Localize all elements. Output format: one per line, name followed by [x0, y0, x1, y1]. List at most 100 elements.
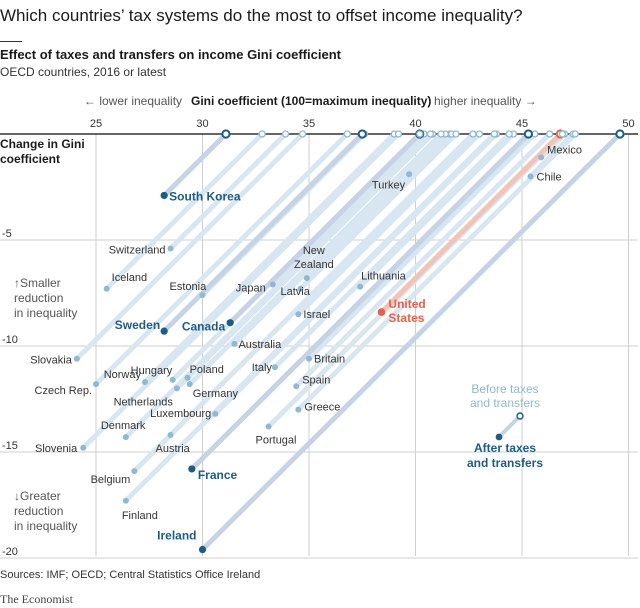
after-marker-30	[80, 444, 87, 451]
connector-17	[307, 132, 537, 361]
after-marker-12	[377, 308, 386, 316]
data-points	[73, 129, 625, 554]
country-label-8: Latvia	[280, 286, 310, 298]
country-label-32: Belgium	[91, 474, 131, 486]
connector-25	[294, 132, 552, 389]
country-label-6: New Zealand	[294, 245, 334, 271]
x-tick-label-45: 45	[516, 118, 528, 130]
after-marker-34	[122, 497, 129, 504]
highlight-connector-lines	[162, 132, 622, 552]
connector-lines	[75, 132, 578, 503]
after-marker-27	[295, 406, 302, 413]
connector-3	[162, 132, 228, 198]
country-label-29: Portugal	[256, 435, 297, 447]
connector-11	[296, 132, 482, 316]
x-tick-label-50: 50	[622, 118, 634, 130]
before-marker-33	[523, 129, 533, 139]
after-marker-18	[271, 364, 278, 371]
after-marker-2	[406, 171, 413, 178]
x-tick-label-30: 30	[196, 118, 208, 130]
before-marker-13	[357, 129, 367, 139]
connector-12	[379, 132, 563, 314]
country-label-5: Iceland	[112, 272, 147, 284]
x-label-lower: ← lower inequality	[84, 94, 182, 108]
connector-16	[75, 132, 305, 361]
connector-18	[273, 132, 511, 369]
country-label-11: Israel	[303, 309, 330, 321]
legend-after-marker	[495, 433, 503, 441]
after-marker-9	[199, 292, 206, 299]
country-labels: Mexico Chile Turkey South Korea Switzerland I…	[30, 144, 582, 542]
connector-4	[168, 132, 288, 251]
connector-7	[358, 132, 516, 289]
before-marker-16	[298, 130, 307, 138]
before-marker-5	[258, 130, 266, 138]
country-label-10: Japan	[236, 283, 266, 295]
country-label-2: Turkey	[372, 179, 406, 191]
before-marker-32	[469, 130, 477, 138]
after-marker-20	[141, 379, 148, 386]
x-label-higher: higher inequality →	[434, 94, 537, 108]
y-tick-label--10: -10	[2, 334, 18, 346]
country-label-19: Hungary	[131, 365, 173, 377]
connector-8	[298, 132, 458, 291]
after-marker-7	[357, 283, 364, 290]
after-marker-35	[198, 545, 207, 554]
before-marker-18	[505, 130, 513, 138]
country-label-31: Austria	[156, 443, 191, 455]
connector-30	[81, 132, 401, 450]
legend-after-label: After taxes and transfers	[467, 441, 543, 470]
country-label-16: Slovakia	[30, 355, 72, 367]
connector-33	[190, 132, 531, 471]
before-marker-29	[558, 130, 567, 138]
after-marker-8	[297, 285, 304, 292]
country-label-14: Canada	[182, 320, 226, 334]
country-label-4: Switzerland	[109, 244, 166, 256]
connector-5	[104, 132, 264, 291]
after-marker-4	[167, 245, 174, 252]
before-marker-27	[571, 130, 579, 138]
connector-22	[94, 132, 350, 386]
after-marker-10	[269, 281, 276, 288]
x-axis-title: Gini coefficient (100=maximum inequality…	[191, 94, 431, 108]
y-axis-title: Change in Gini coefficient	[0, 137, 85, 166]
connector-20	[143, 132, 396, 384]
after-marker-22	[93, 381, 99, 388]
legend-connector	[497, 414, 522, 439]
chart-title: Which countries’ tax systems do the most…	[0, 6, 523, 25]
country-label-33: France	[198, 468, 238, 482]
connector-14	[228, 132, 422, 325]
legend: Before taxes and transfers After taxes and …	[467, 382, 543, 470]
country-label-34: Finland	[122, 510, 158, 522]
after-marker-19	[169, 376, 176, 383]
after-marker-25	[293, 383, 300, 390]
before-marker-24	[437, 130, 445, 138]
country-label-28: Denmark	[101, 420, 146, 432]
before-marker-28	[426, 130, 435, 138]
after-marker-26	[212, 410, 219, 417]
after-marker-16	[73, 355, 80, 362]
axis-labels: 25 30 35 40 45 50 -5 -10 -15 -20 ← lower inequalit…	[0, 94, 635, 558]
after-marker-5	[103, 285, 110, 292]
legend-before-label: Before taxes and transfers	[470, 382, 540, 410]
country-label-7: Lithuania	[361, 271, 407, 283]
country-label-21: Poland	[190, 364, 224, 376]
connector-10	[271, 132, 426, 287]
after-marker-33	[188, 465, 196, 473]
after-marker-29	[265, 423, 272, 430]
y-tick-label--5: -5	[2, 228, 12, 240]
y-tick-label--20: -20	[2, 546, 18, 558]
country-label-17: Britain	[314, 354, 345, 366]
before-marker-19	[416, 130, 424, 138]
after-marker-21	[184, 374, 191, 381]
after-marker-17	[306, 355, 312, 362]
country-label-22: Czech Rep.	[35, 385, 92, 397]
after-marker-13	[160, 327, 168, 335]
before-marker-22	[343, 130, 351, 138]
connector-34	[124, 132, 497, 503]
brand-logo: The Economist	[0, 592, 73, 606]
y-annotation-top: ↑Smaller reduction in inequality	[14, 276, 77, 320]
chart-subtitle: Effect of taxes and transfers on income …	[0, 47, 341, 62]
before-marker-11	[475, 130, 484, 138]
